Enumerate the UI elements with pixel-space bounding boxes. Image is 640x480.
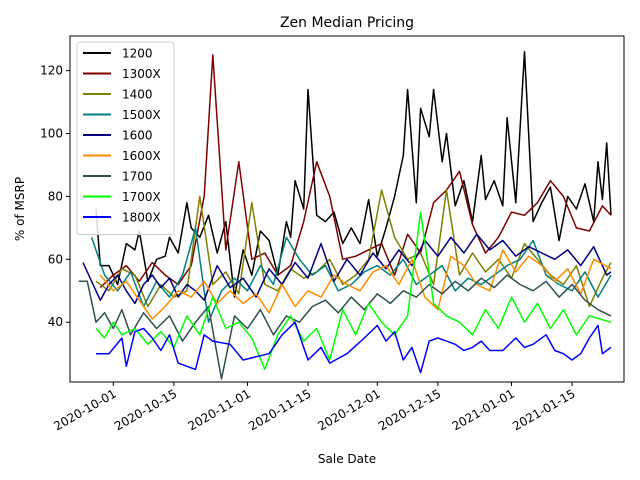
chart-title: Zen Median Pricing xyxy=(280,15,414,31)
series-line-1700x xyxy=(95,211,612,371)
series-line-1700 xyxy=(78,274,612,380)
legend-entry-label: 1700 xyxy=(122,170,153,184)
series-line-1800x xyxy=(96,321,612,374)
y-axis-label: % of MSRP xyxy=(13,177,27,241)
y-tick-label: 100 xyxy=(40,127,63,141)
legend-entry-label: 1400 xyxy=(122,88,153,102)
y-tick-label: 80 xyxy=(48,189,63,203)
y-tick-label: 120 xyxy=(40,64,63,78)
legend-entry-label: 1600X xyxy=(122,149,161,163)
legend: 1200 1300X 1400 1500X 1600 1600X 1700 1700X 1800… xyxy=(76,41,175,235)
plot-frame xyxy=(69,35,625,383)
series-line-1500x xyxy=(90,227,612,323)
series-line-1600 xyxy=(82,233,612,305)
legend-box xyxy=(76,41,175,235)
legend-entry-label: 1600 xyxy=(122,129,153,143)
legend-entry-label: 1700X xyxy=(122,190,161,204)
y-tick-label: 40 xyxy=(48,315,63,329)
x-axis-label: Sale Date xyxy=(318,452,376,466)
series-line-1300x xyxy=(99,54,612,289)
legend-entry-label: 1300X xyxy=(122,67,161,81)
legend-entry-label: 1200 xyxy=(122,47,153,61)
series-line-1200 xyxy=(95,50,612,298)
legend-entry-label: 1800X xyxy=(122,211,161,225)
series-line-1600x xyxy=(99,249,612,320)
legend-entry-label: 1500X xyxy=(122,108,161,122)
y-axis: 40 60 80 100 120 xyxy=(40,64,70,329)
series-group xyxy=(78,50,612,380)
y-tick-label: 60 xyxy=(48,252,63,266)
